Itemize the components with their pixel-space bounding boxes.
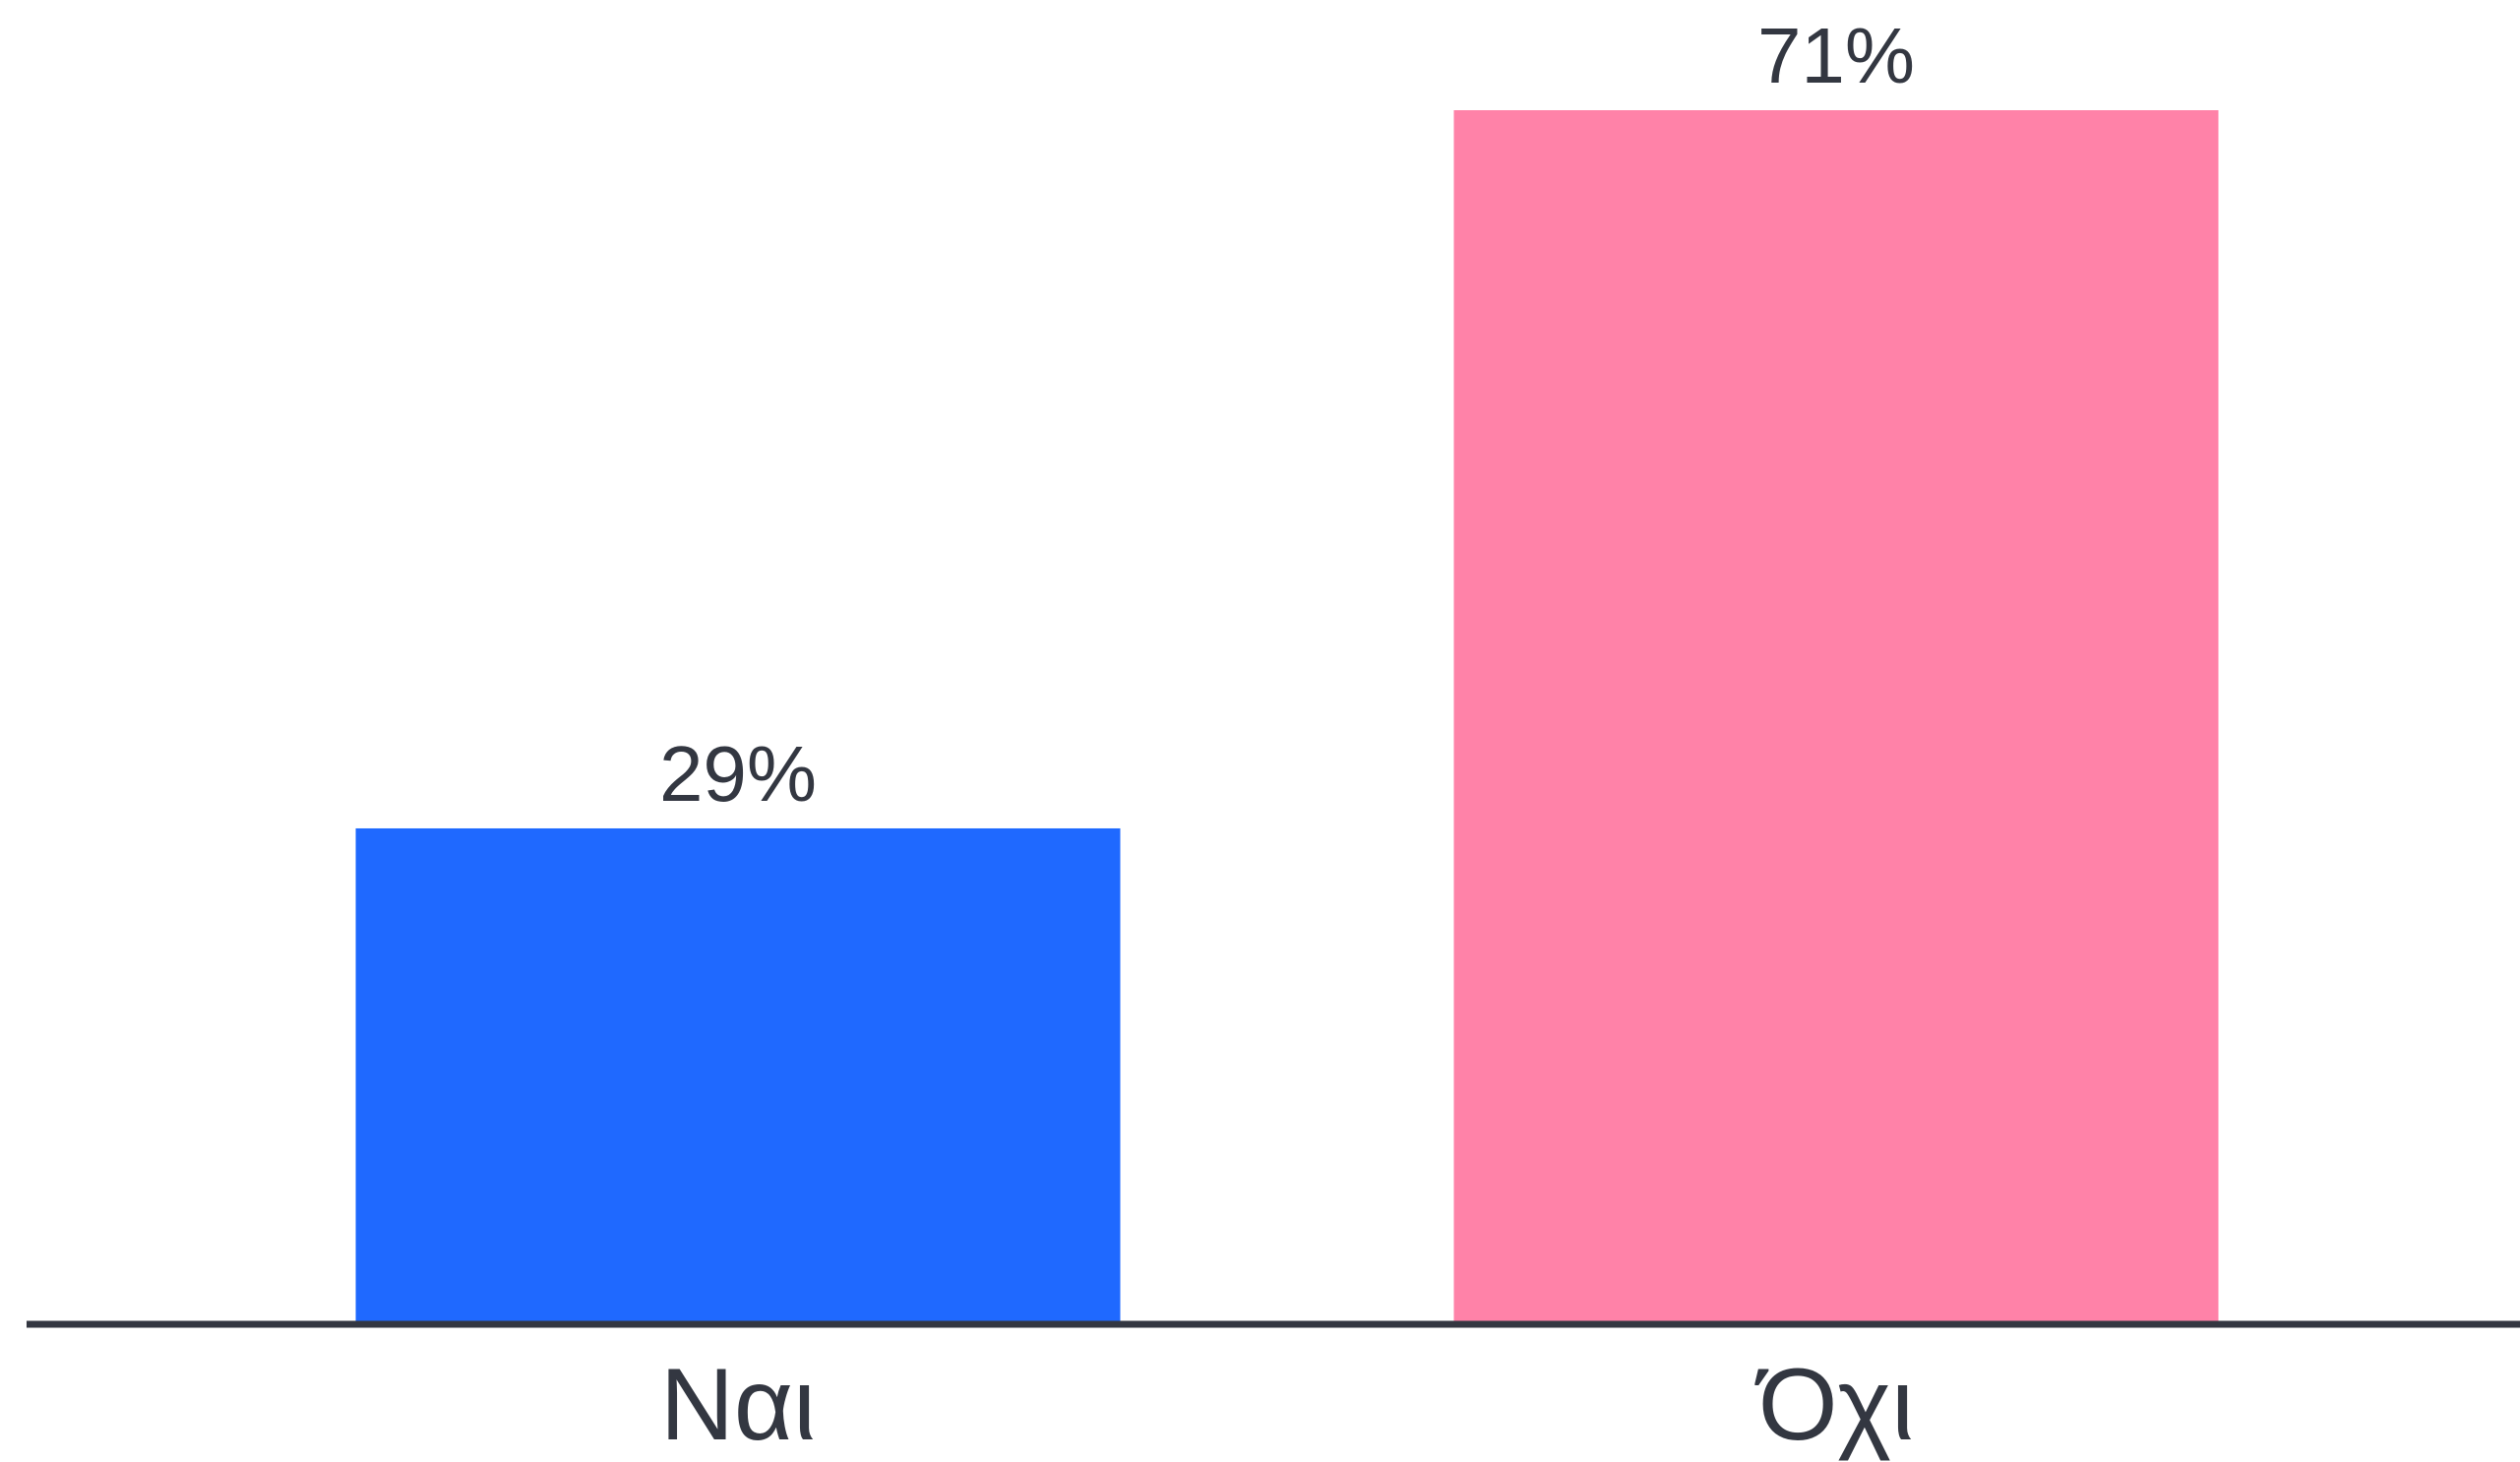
bar-2-category-label: Όχι — [1754, 1348, 1914, 1462]
value-labels-group: 29% 71% — [659, 12, 1915, 818]
bar-1 — [355, 827, 1121, 1324]
bar-2 — [1453, 110, 2219, 1324]
x-tick-labels-group: Ναι Όχι — [660, 1348, 1914, 1462]
bar-1-category-label: Ναι — [660, 1348, 816, 1462]
bars-group — [355, 110, 2219, 1324]
bar-1-value-label: 29% — [659, 730, 817, 818]
bar-2-value-label: 71% — [1757, 12, 1915, 99]
